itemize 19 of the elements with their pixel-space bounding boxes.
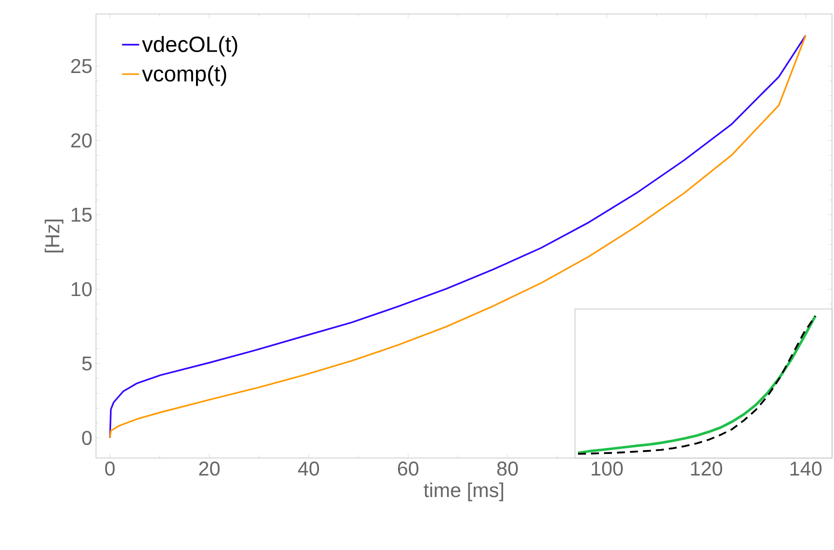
- x-tick-label: 100: [592, 462, 623, 476]
- x-tick-label: 0: [105, 462, 115, 476]
- line-series: [109, 34, 806, 439]
- y-tick-label: 0: [82, 430, 92, 445]
- x-tick-label: 60: [398, 462, 418, 476]
- y-axis-title: [Hz]: [44, 220, 64, 252]
- legend-label: vcomp(t): [142, 65, 226, 86]
- x-tick-label: 40: [298, 462, 320, 476]
- y-tick-label: 10: [72, 282, 92, 296]
- y-tick-label: 20: [71, 133, 92, 148]
- x-tick-label: 20: [199, 462, 220, 476]
- x-tick-label: 140: [790, 462, 822, 476]
- x-tick-label: 80: [497, 462, 518, 476]
- y-tick-label: 5: [82, 356, 92, 371]
- x-tick-label: 120: [691, 462, 722, 476]
- y-tick-label: 15: [72, 208, 92, 222]
- y-tick-label: 25: [71, 58, 92, 74]
- legend-label: vdecOL(t): [142, 36, 238, 56]
- x-axis-title: time [ms]: [424, 482, 504, 502]
